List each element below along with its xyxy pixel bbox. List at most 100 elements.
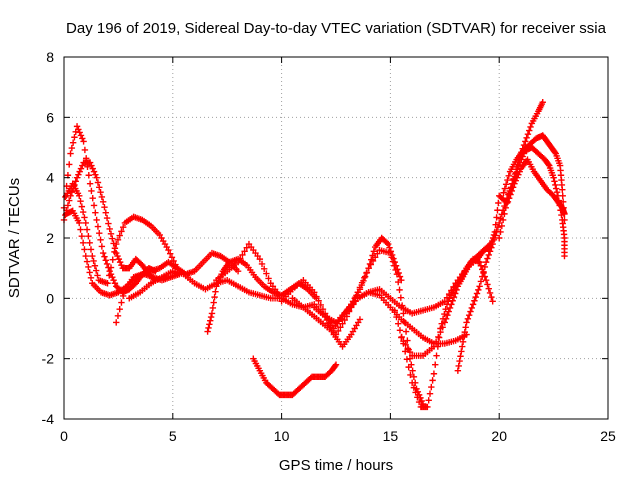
y-tick-label: -2 xyxy=(42,351,55,367)
data-point xyxy=(488,293,495,301)
data-point xyxy=(206,321,213,328)
data-point xyxy=(356,316,364,323)
data-point xyxy=(486,248,494,255)
data-point xyxy=(392,266,399,274)
data-point xyxy=(64,202,72,209)
data-point xyxy=(239,251,246,259)
data-point xyxy=(393,313,400,321)
data-point xyxy=(504,198,512,205)
data-point xyxy=(354,289,361,296)
data-point xyxy=(88,187,95,195)
data-point xyxy=(527,123,534,131)
data-point xyxy=(526,127,533,134)
data-point xyxy=(66,197,73,204)
data-point xyxy=(119,223,127,231)
data-point xyxy=(81,214,88,221)
data-point xyxy=(208,310,216,317)
data-point xyxy=(77,226,84,233)
data-point xyxy=(94,223,102,230)
data-point xyxy=(553,188,561,196)
data-point xyxy=(415,398,423,406)
data-point xyxy=(113,240,120,248)
data-point xyxy=(79,239,87,247)
y-tick-label: 4 xyxy=(46,170,54,186)
data-point xyxy=(332,361,340,368)
data-point xyxy=(107,264,115,271)
data-point xyxy=(442,315,450,323)
data-point xyxy=(551,178,558,185)
data-point xyxy=(489,298,496,305)
data-point xyxy=(386,244,393,251)
data-point xyxy=(118,299,125,306)
x-tick-label: 25 xyxy=(600,428,616,444)
data-point xyxy=(241,248,248,255)
data-point xyxy=(86,269,93,276)
y-tick-label: 6 xyxy=(46,109,54,125)
data-point xyxy=(396,286,403,294)
data-point xyxy=(339,320,346,327)
data-point xyxy=(71,134,78,141)
data-point xyxy=(498,222,506,230)
data-point xyxy=(402,328,410,335)
data-point xyxy=(467,308,474,315)
data-point xyxy=(102,257,109,264)
data-point xyxy=(86,159,94,166)
data-point xyxy=(319,305,327,313)
data-point xyxy=(337,324,344,331)
data-point xyxy=(80,138,87,145)
data-point xyxy=(448,289,456,296)
data-point xyxy=(365,264,372,272)
series-track-15 xyxy=(398,192,509,359)
data-point xyxy=(62,193,69,201)
series-track-3 xyxy=(62,180,181,287)
data-point xyxy=(101,253,108,260)
data-point xyxy=(461,328,469,336)
data-point xyxy=(515,171,522,178)
y-tick-label: 2 xyxy=(46,230,54,246)
data-point xyxy=(104,280,111,287)
data-point xyxy=(486,289,494,297)
data-point xyxy=(77,165,85,172)
data-point xyxy=(101,204,108,211)
data-point xyxy=(463,319,470,326)
data-point xyxy=(395,320,402,327)
data-point xyxy=(550,174,557,181)
data-point xyxy=(69,139,77,146)
data-point xyxy=(553,185,560,192)
data-point xyxy=(391,262,398,269)
data-point xyxy=(477,262,485,269)
data-point xyxy=(561,216,568,224)
series-track-18 xyxy=(500,132,568,224)
data-point xyxy=(488,244,495,251)
data-point xyxy=(361,274,368,282)
data-point xyxy=(85,232,92,240)
data-point xyxy=(90,168,98,175)
data-point xyxy=(502,181,510,188)
data-point xyxy=(493,214,500,221)
data-point xyxy=(432,338,440,345)
data-point xyxy=(211,293,218,301)
data-point xyxy=(452,290,459,297)
data-point xyxy=(410,373,418,380)
data-point xyxy=(545,161,552,168)
data-point xyxy=(93,267,100,274)
data-point xyxy=(448,301,455,308)
data-point xyxy=(457,353,464,360)
data-point xyxy=(356,284,364,291)
data-point xyxy=(459,343,466,350)
y-axis-label: SDTVAR / TECUs xyxy=(6,178,23,298)
data-point xyxy=(495,199,502,207)
data-point xyxy=(444,312,451,319)
data-point xyxy=(258,260,266,268)
data-point xyxy=(454,367,462,374)
data-point xyxy=(76,192,83,199)
data-point xyxy=(265,275,272,282)
data-point xyxy=(97,188,104,196)
data-point xyxy=(552,181,559,189)
data-point xyxy=(475,286,482,294)
data-point xyxy=(92,209,99,216)
data-point xyxy=(503,199,511,207)
data-point xyxy=(168,254,176,261)
data-point xyxy=(73,123,81,130)
data-point xyxy=(405,363,412,371)
